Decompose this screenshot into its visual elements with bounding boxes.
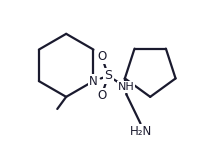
Text: N: N	[89, 75, 98, 88]
Text: NH: NH	[118, 82, 134, 92]
Text: H₂N: H₂N	[129, 125, 152, 138]
Text: O: O	[97, 50, 106, 63]
Text: O: O	[97, 89, 106, 102]
Text: S: S	[104, 69, 112, 82]
